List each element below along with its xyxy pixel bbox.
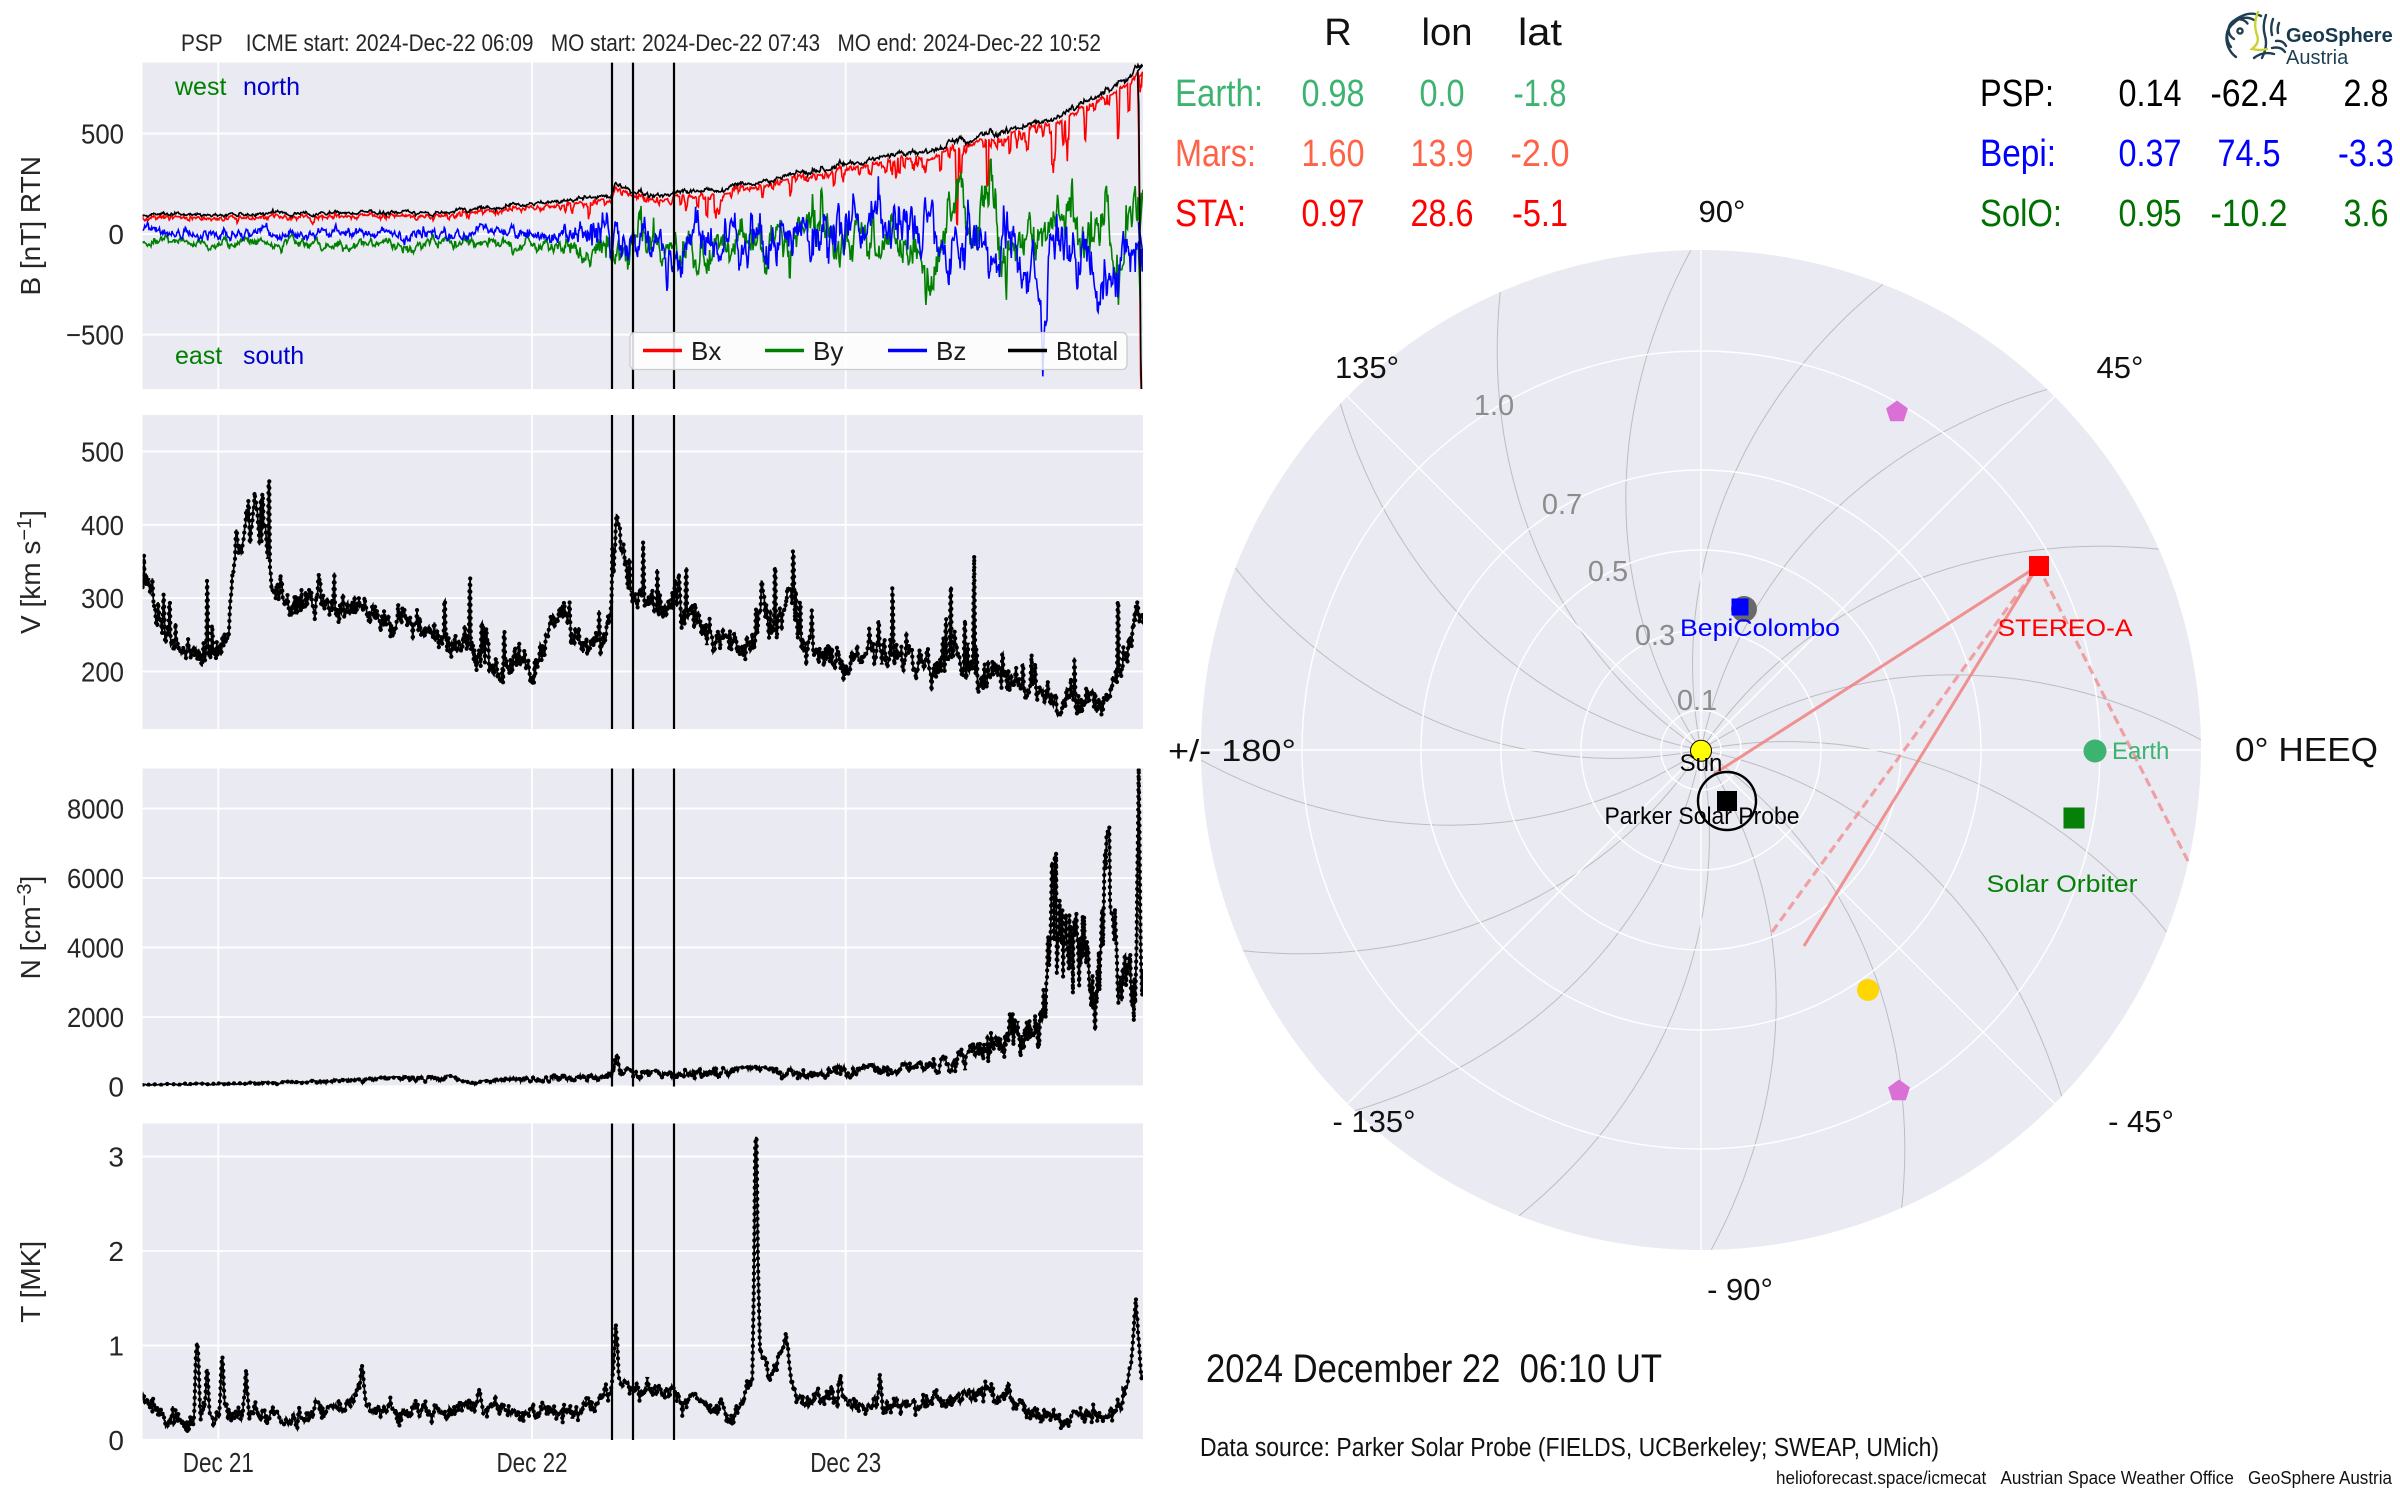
svg-text:6000: 6000 [67,863,124,894]
svg-text:0.14: 0.14 [2119,73,2182,115]
svg-text:-1.8: -1.8 [1514,73,1567,115]
svg-text:0.37: 0.37 [2119,133,2182,175]
svg-text:STEREO-A: STEREO-A [1998,615,2133,642]
svg-text:Parker Solar Probe: Parker Solar Probe [1605,803,1800,830]
svg-text:3.6: 3.6 [2344,193,2389,235]
svg-text:0.5: 0.5 [1588,556,1628,588]
svg-text:east: east [175,342,222,370]
svg-text:west: west [174,73,226,101]
svg-text:13.9: 13.9 [1411,133,1474,175]
svg-text:90°: 90° [1699,194,1746,229]
svg-text:STA:: STA: [1175,193,1246,235]
svg-text:0.3: 0.3 [1635,620,1675,652]
svg-text:-62.4: -62.4 [2211,73,2288,115]
svg-text:28.6: 28.6 [1411,193,1474,235]
svg-text:-2.0: -2.0 [1511,133,1570,175]
svg-text:2: 2 [108,1236,124,1267]
svg-text:- 90°: - 90° [1707,1272,1773,1307]
svg-text:1: 1 [108,1331,124,1362]
svg-text:2024 December 22 06:10 UT: 2024 December 22 06:10 UT [1206,1347,1662,1391]
svg-text:Data source: Parker Solar Prob: Data source: Parker Solar Probe (FIELDS,… [1200,1434,1939,1462]
svg-text:Bz: Bz [936,336,966,366]
svg-text:-5.1: -5.1 [1512,193,1568,235]
svg-text:SolO:: SolO: [1980,193,2062,235]
svg-text:+/- 180°: +/- 180° [1168,733,1296,768]
svg-text:3: 3 [108,1142,124,1173]
svg-text:Earth: Earth [2112,738,2169,765]
svg-text:0: 0 [108,219,124,250]
svg-text:0.1: 0.1 [1677,685,1717,717]
svg-text:0: 0 [108,1425,124,1456]
svg-text:lon: lon [1422,12,1473,54]
svg-text:-3.3: -3.3 [2338,133,2394,175]
svg-text:0.0: 0.0 [1420,73,1465,115]
svg-text:1.0: 1.0 [1474,390,1514,422]
svg-text:4000: 4000 [67,933,124,964]
svg-text:Solar Orbiter: Solar Orbiter [1987,871,2138,898]
svg-text:Earth:: Earth: [1175,73,1263,115]
svg-text:Dec 22: Dec 22 [497,1447,568,1478]
svg-text:north: north [243,73,300,101]
svg-text:2.8: 2.8 [2344,73,2389,115]
svg-text:- 135°: - 135° [1332,1104,1415,1139]
svg-text:B [nT] RTN: B [nT] RTN [15,156,46,296]
svg-text:200: 200 [81,657,124,688]
svg-text:Dec 21: Dec 21 [183,1447,254,1478]
svg-text:south: south [243,342,304,370]
svg-text:0: 0 [108,1071,124,1102]
svg-text:500: 500 [81,119,124,150]
svg-text:Btotal: Btotal [1056,336,1118,366]
svg-text:By: By [813,336,843,366]
svg-text:0.7: 0.7 [1542,489,1582,521]
svg-text:PSP:: PSP: [1980,73,2054,115]
svg-text:0.97: 0.97 [1302,193,1365,235]
svg-text:−500: −500 [66,320,124,351]
svg-text:135°: 135° [1335,350,1399,385]
svg-text:- 45°: - 45° [2108,1104,2174,1139]
svg-text:1.60: 1.60 [1302,133,1365,175]
svg-text:0° HEEQ: 0° HEEQ [2235,731,2378,768]
svg-text:R: R [1324,12,1351,54]
svg-text:Mars:: Mars: [1175,133,1256,175]
svg-text:Austria: Austria [2286,47,2349,69]
svg-text:BepiColombo: BepiColombo [1680,615,1840,642]
svg-text:45°: 45° [2097,350,2144,385]
svg-text:500: 500 [81,437,124,468]
svg-text:2000: 2000 [67,1002,124,1033]
svg-text:0.95: 0.95 [2119,193,2182,235]
svg-text:Bx: Bx [691,336,721,366]
svg-text:-10.2: -10.2 [2211,193,2288,235]
svg-text:lat: lat [1518,12,1562,54]
svg-text:Dec 23: Dec 23 [810,1447,881,1478]
svg-text:74.5: 74.5 [2218,133,2281,175]
svg-text:0.98: 0.98 [1302,73,1365,115]
svg-text:Sun: Sun [1680,750,1723,777]
svg-text:300: 300 [81,583,124,614]
svg-text:T [MK]: T [MK] [15,1241,46,1323]
svg-text:400: 400 [81,510,124,541]
svg-text:8000: 8000 [67,794,124,825]
svg-text:Bepi:: Bepi: [1980,133,2056,175]
svg-text:GeoSphere: GeoSphere [2286,25,2393,47]
svg-text:PSP ICME start: 2024-Dec-22: PSP ICME start: 2024-Dec-22 06:09 MO sta… [181,30,1101,57]
svg-text:helioforecast.space/icmecat: helioforecast.space/icmecat Austrian Spa… [1776,1468,2393,1488]
